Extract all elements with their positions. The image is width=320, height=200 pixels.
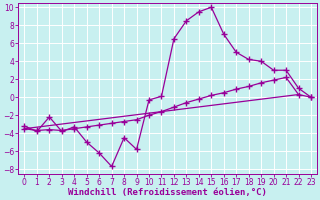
X-axis label: Windchill (Refroidissement éolien,°C): Windchill (Refroidissement éolien,°C)	[68, 188, 267, 197]
